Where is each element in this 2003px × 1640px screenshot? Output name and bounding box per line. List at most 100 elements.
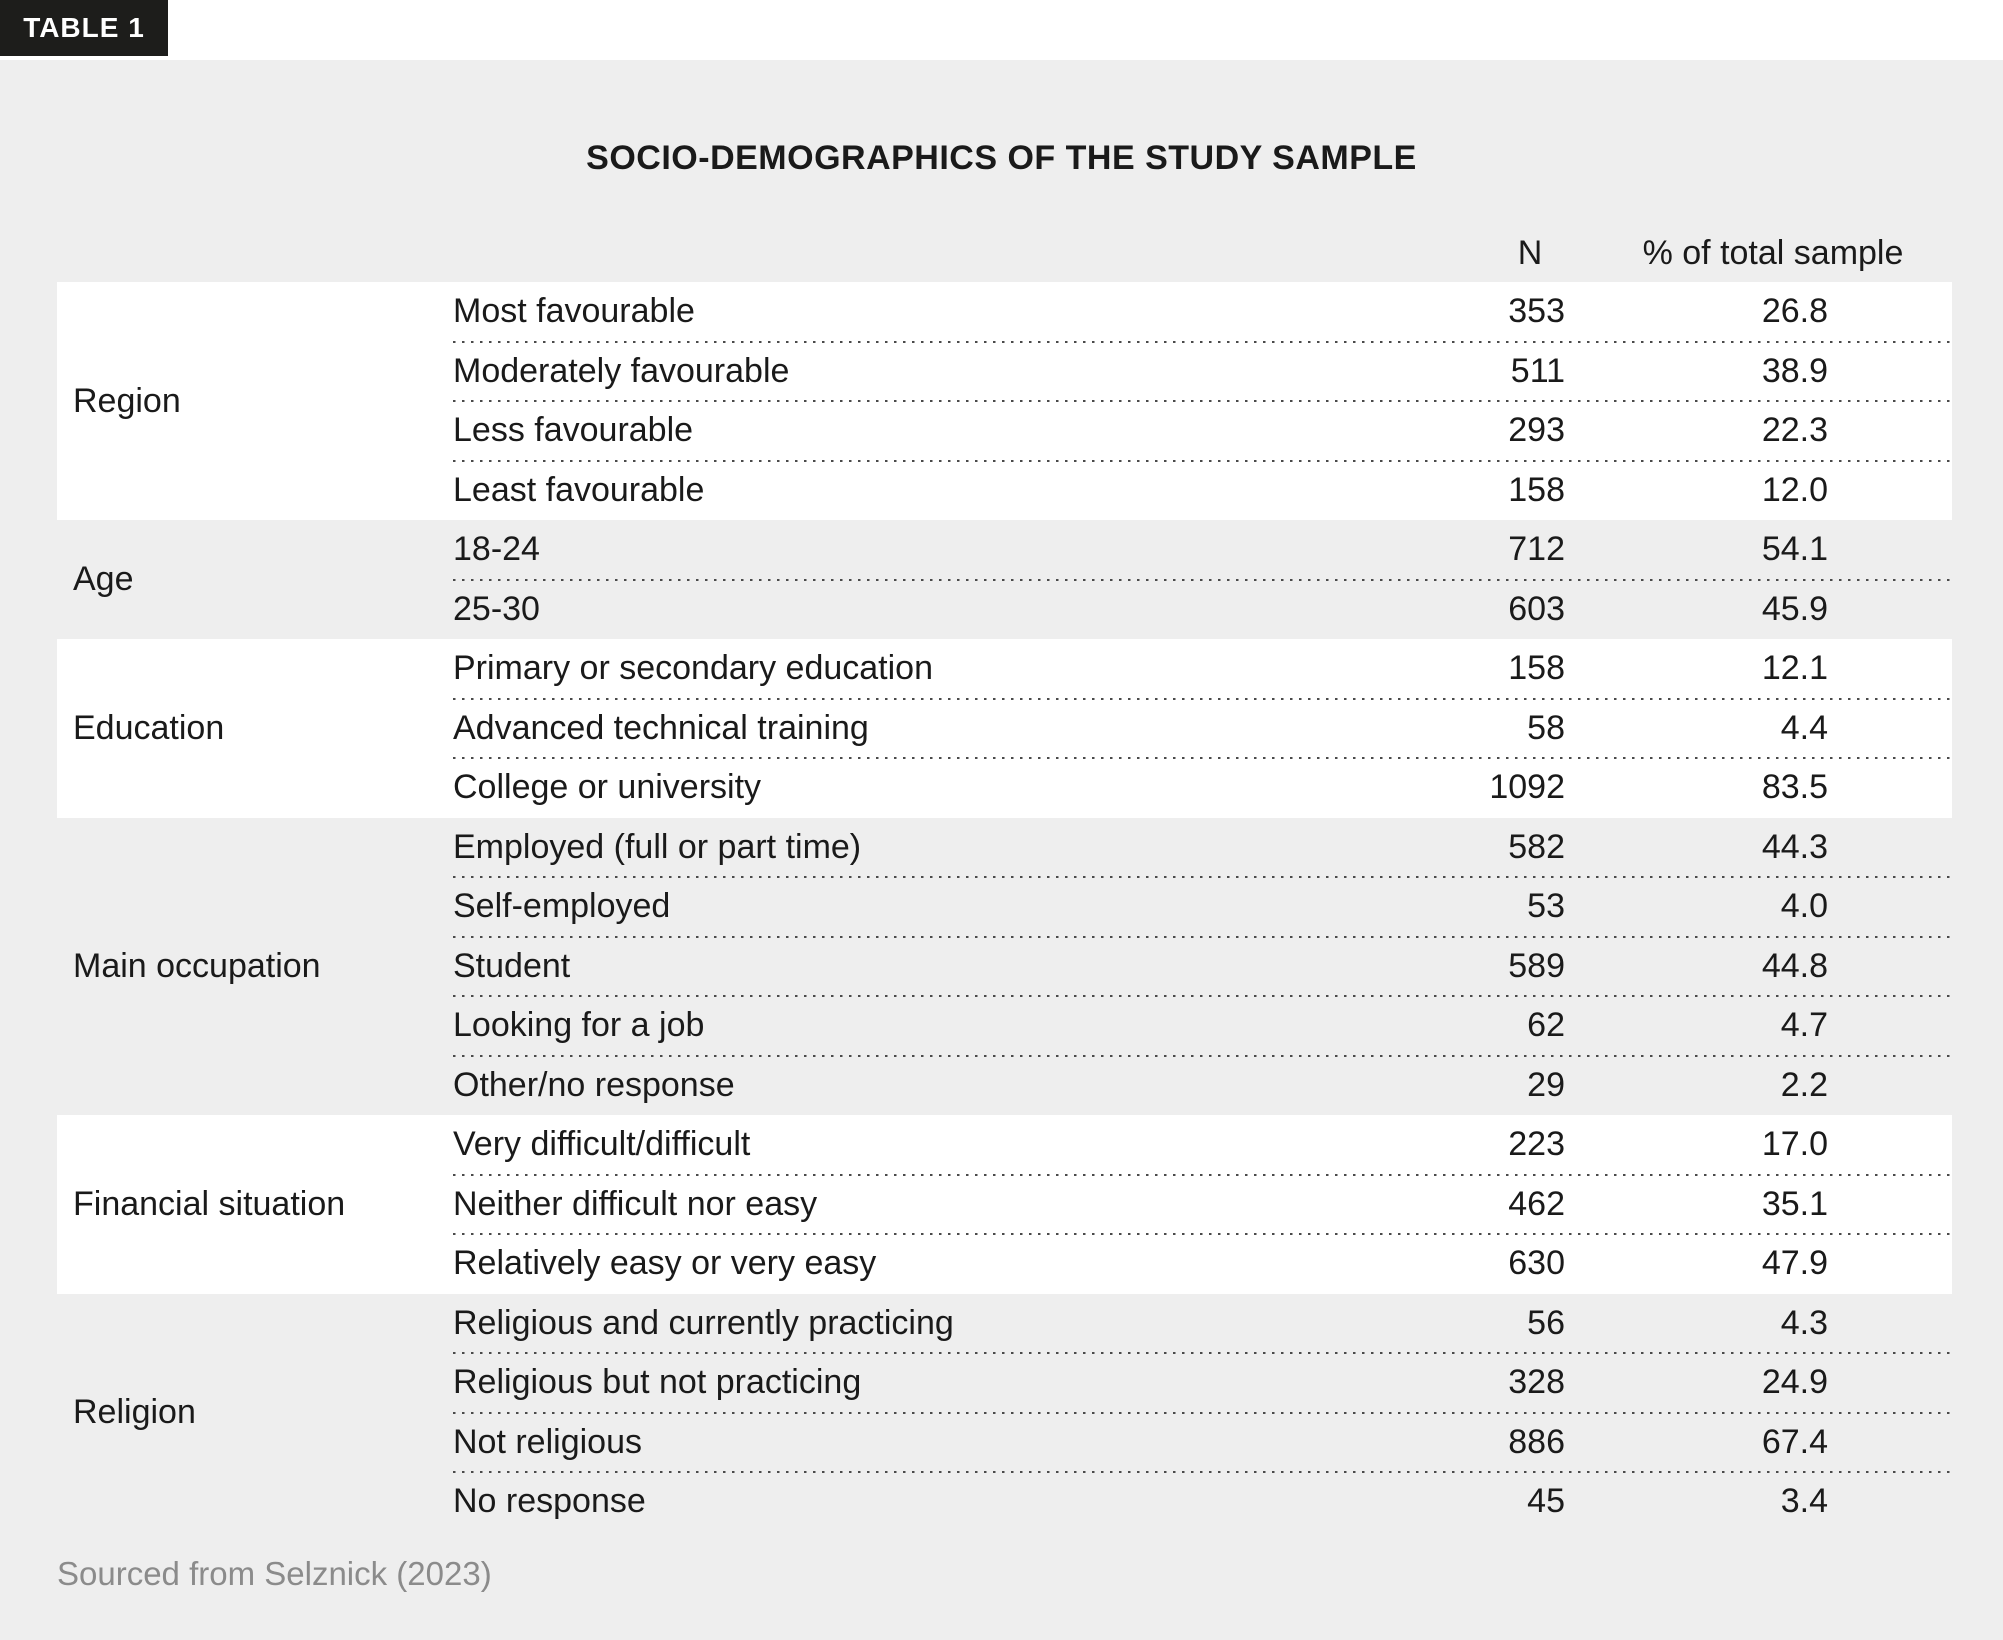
category-label: Age — [73, 560, 134, 598]
row-label: Employed (full or part time) — [453, 827, 862, 866]
category-cell: Financial situation — [57, 1115, 453, 1294]
pct-value: 24.9 — [1761, 1363, 1828, 1402]
table-number-badge: TABLE 1 — [0, 0, 168, 56]
row-label: College or university — [453, 768, 762, 807]
table-row: No response 45 3.4 — [453, 1471, 1952, 1532]
group-rows: Very difficult/difficult 223 17.0 Neithe… — [453, 1115, 1952, 1294]
pct-value: 4.0 — [1780, 887, 1828, 926]
n-value: 293 — [1508, 411, 1565, 450]
group-block: Financial situation Very difficult/diffi… — [57, 1115, 1952, 1294]
row-label: Religious and currently practicing — [453, 1303, 954, 1342]
pct-value: 83.5 — [1761, 768, 1828, 807]
n-value: 56 — [1527, 1303, 1565, 1342]
pct-value: 26.8 — [1761, 292, 1828, 331]
group-block: Education Primary or secondary education… — [57, 639, 1952, 818]
row-label: Religious but not practicing — [453, 1363, 862, 1402]
table-row: Religious and currently practicing 56 4.… — [453, 1294, 1952, 1354]
category-cell: Religion — [57, 1294, 453, 1532]
n-value: 712 — [1508, 530, 1565, 569]
row-label: Relatively easy or very easy — [453, 1244, 877, 1283]
pct-value: 44.3 — [1761, 827, 1828, 866]
row-label: Advanced technical training — [453, 708, 869, 747]
row-label: 25-30 — [453, 589, 540, 628]
group-rows: Primary or secondary education 158 12.1 … — [453, 639, 1952, 818]
group-rows: Employed (full or part time) 582 44.3 Se… — [453, 818, 1952, 1116]
row-label: Very difficult/difficult — [453, 1125, 751, 1164]
row-label: Moderately favourable — [453, 351, 790, 390]
category-label: Religion — [73, 1393, 196, 1431]
table-row: Not religious 886 67.4 — [453, 1411, 1952, 1473]
pct-value: 17.0 — [1761, 1125, 1828, 1164]
n-value: 158 — [1508, 649, 1565, 688]
pct-value: 22.3 — [1761, 411, 1828, 450]
source-note: Sourced from Selznick (2023) — [57, 1555, 492, 1592]
group-block: Main occupation Employed (full or part t… — [57, 818, 1952, 1116]
category-cell: Education — [57, 639, 453, 818]
table-header-row: N % of total sample — [0, 232, 2003, 274]
pct-value: 2.2 — [1780, 1065, 1828, 1104]
category-cell: Region — [57, 282, 453, 520]
pct-value: 4.3 — [1780, 1303, 1828, 1342]
group-rows: 18-24 712 54.1 25-30 603 45.9 — [453, 520, 1952, 639]
row-label: Other/no response — [453, 1065, 735, 1104]
pct-value: 44.8 — [1761, 946, 1828, 985]
table-row: 25-30 603 45.9 — [453, 578, 1952, 640]
n-value: 45 — [1527, 1482, 1565, 1521]
table-row: Religious but not practicing 328 24.9 — [453, 1352, 1952, 1413]
table-row: Self-employed 53 4.0 — [453, 876, 1952, 937]
n-value: 1092 — [1489, 768, 1565, 807]
pct-value: 4.4 — [1780, 708, 1828, 747]
row-label: Least favourable — [453, 470, 705, 509]
pct-value: 38.9 — [1761, 351, 1828, 390]
row-label: 18-24 — [453, 530, 540, 569]
row-label: No response — [453, 1482, 646, 1521]
pct-value: 12.0 — [1761, 470, 1828, 509]
category-label: Financial situation — [73, 1184, 346, 1223]
pct-value: 35.1 — [1761, 1184, 1828, 1223]
n-value: 62 — [1527, 1006, 1565, 1045]
table-panel: SOCIO-DEMOGRAPHICS OF THE STUDY SAMPLE N… — [0, 60, 2003, 1640]
table-row: Primary or secondary education 158 12.1 — [453, 639, 1952, 699]
table-row: Other/no response 29 2.2 — [453, 1054, 1952, 1116]
table-row: Neither difficult nor easy 462 35.1 — [453, 1173, 1952, 1235]
row-label: Neither difficult nor easy — [453, 1184, 818, 1223]
row-label: Less favourable — [453, 411, 694, 450]
category-cell: Age — [57, 520, 453, 639]
group-block: Region Most favourable 353 26.8 Moderate… — [57, 282, 1952, 520]
row-label: Looking for a job — [453, 1006, 705, 1045]
pct-value: 45.9 — [1761, 589, 1828, 628]
group-block: Age 18-24 712 54.1 25-30 603 45.9 — [57, 520, 1952, 639]
n-value: 582 — [1508, 827, 1565, 866]
row-label: Not religious — [453, 1422, 642, 1461]
n-value: 462 — [1508, 1184, 1565, 1223]
pct-value: 4.7 — [1780, 1006, 1828, 1045]
category-label: Education — [73, 708, 225, 747]
table-row: Employed (full or part time) 582 44.3 — [453, 818, 1952, 878]
n-value: 328 — [1508, 1363, 1565, 1402]
row-label: Primary or secondary education — [453, 649, 934, 688]
table-row: Relatively easy or very easy 630 47.9 — [453, 1233, 1952, 1294]
row-label: Most favourable — [453, 292, 695, 331]
category-cell: Main occupation — [57, 818, 453, 1116]
group-rows: Religious and currently practicing 56 4.… — [453, 1294, 1952, 1532]
table-row: Student 589 44.8 — [453, 935, 1952, 997]
table-row: College or university 1092 83.5 — [453, 757, 1952, 818]
n-value: 58 — [1527, 708, 1565, 747]
column-header-pct: % of total sample — [1642, 234, 1904, 272]
n-value: 589 — [1508, 946, 1565, 985]
n-value: 353 — [1508, 292, 1565, 331]
pct-value: 3.4 — [1780, 1482, 1828, 1521]
table-row: Less favourable 293 22.3 — [453, 400, 1952, 461]
table-title: SOCIO-DEMOGRAPHICS OF THE STUDY SAMPLE — [586, 139, 1417, 177]
n-value: 630 — [1508, 1244, 1565, 1283]
table-row: Most favourable 353 26.8 — [453, 282, 1952, 342]
n-value: 886 — [1508, 1422, 1565, 1461]
n-value: 511 — [1510, 351, 1565, 390]
n-value: 223 — [1508, 1125, 1565, 1164]
table-row: Moderately favourable 511 38.9 — [453, 340, 1952, 402]
table-row: Looking for a job 62 4.7 — [453, 995, 1952, 1056]
row-label: Student — [453, 946, 571, 985]
pct-value: 54.1 — [1761, 530, 1828, 569]
demographics-table-body: Region Most favourable 353 26.8 Moderate… — [57, 282, 1952, 1532]
table-row: Least favourable 158 12.0 — [453, 459, 1952, 521]
